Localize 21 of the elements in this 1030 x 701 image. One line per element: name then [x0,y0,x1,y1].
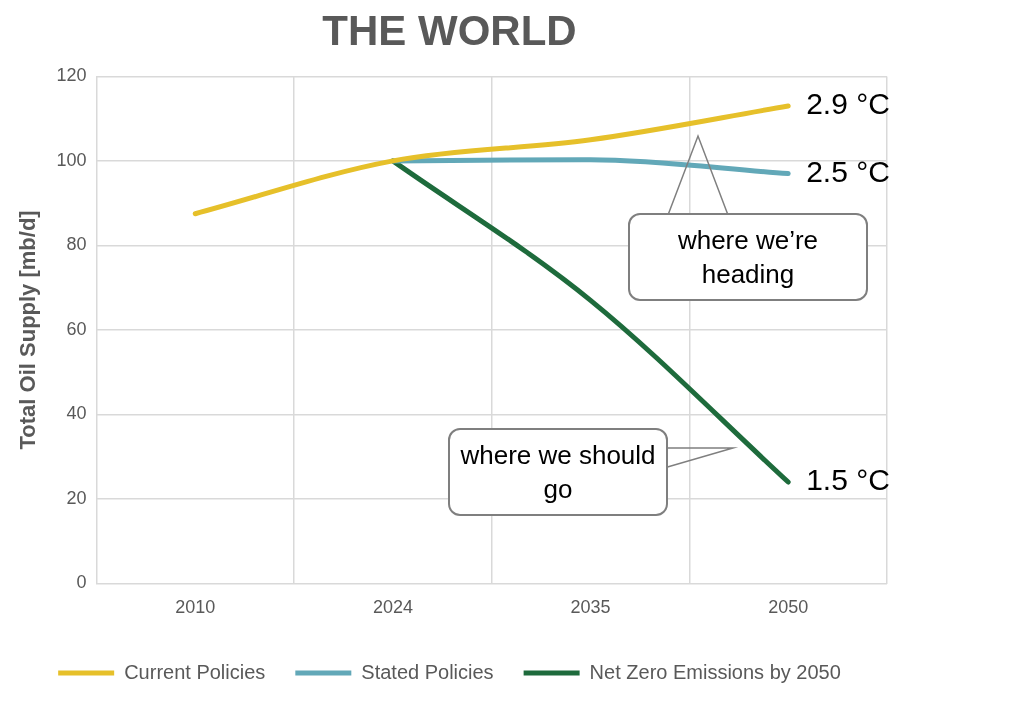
x-tick-label: 2050 [768,597,809,618]
x-tick-label: 2010 [175,597,216,618]
annotation: 1.5 °C [806,463,890,497]
y-axis-title: Total Oil Supply [mb/d] [15,210,41,450]
y-tick-label: 0 [76,572,87,593]
callout-box: where we’re heading [628,213,868,301]
y-tick-label: 40 [66,403,87,424]
chart-title: THE WORLD [322,6,577,54]
x-tick-label: 2035 [570,597,611,618]
y-tick-label: 80 [66,234,87,255]
x-tick-label: 2024 [372,597,413,618]
annotation: 2.5 °C [806,154,890,188]
y-tick-label: 100 [56,149,87,170]
legend-label: Current Policies [124,660,266,683]
legend-label: Stated Policies [361,660,494,683]
y-tick-label: 120 [56,65,87,86]
annotation: 2.9 °C [806,87,890,121]
callout-box: where we should go [448,428,668,516]
y-tick-label: 20 [66,487,87,508]
y-tick-label: 60 [66,318,87,339]
legend-label: Net Zero Emissions by 2050 [589,660,841,683]
